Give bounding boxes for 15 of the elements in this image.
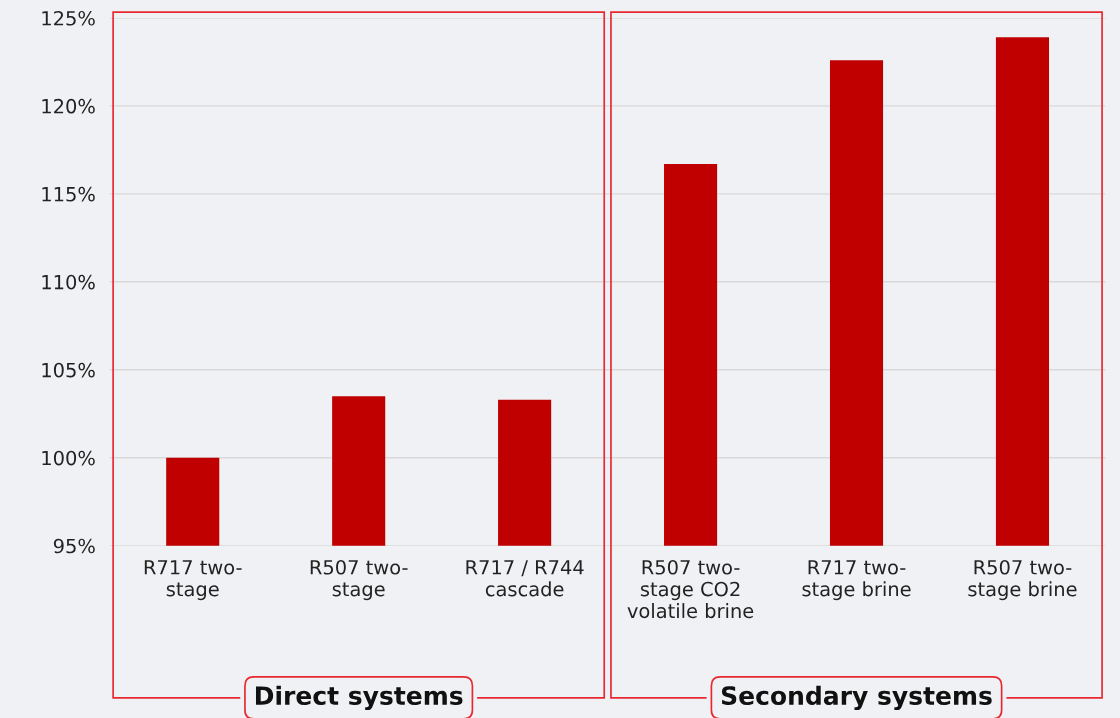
y-tick-label: 95% <box>53 538 95 554</box>
x-tick-label: R507 two- stage CO2 volatile brine <box>627 559 754 619</box>
x-tick-label: R507 two- stage brine <box>968 559 1077 601</box>
x-tick-label: R717 two- stage brine <box>802 560 911 601</box>
text: Secondary systems <box>721 685 992 711</box>
y-tick-label: 105% <box>42 362 95 378</box>
y-tick-label: 115% <box>42 186 95 202</box>
y-tick-label: 125% <box>42 10 95 26</box>
text: Direct systems <box>255 685 463 711</box>
x-tick-label: R507 two- stage <box>310 559 408 601</box>
y-tick-label: 110% <box>42 274 95 290</box>
y-tick-label: 120% <box>42 98 95 114</box>
y-tick-label: 100% <box>42 450 95 466</box>
x-tick-label: R717 two- stage <box>144 560 242 601</box>
x-tick-label: R717 / R744 cascade <box>466 560 584 597</box>
